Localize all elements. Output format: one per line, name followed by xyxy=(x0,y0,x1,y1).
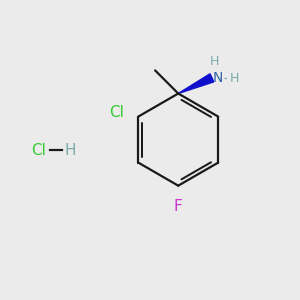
Text: Cl: Cl xyxy=(109,106,124,121)
Text: Cl: Cl xyxy=(31,142,46,158)
Text: H: H xyxy=(230,72,239,85)
Text: N: N xyxy=(213,71,224,85)
Polygon shape xyxy=(178,74,214,94)
Text: H: H xyxy=(64,142,76,158)
Text: H: H xyxy=(210,55,220,68)
Text: F: F xyxy=(174,199,183,214)
